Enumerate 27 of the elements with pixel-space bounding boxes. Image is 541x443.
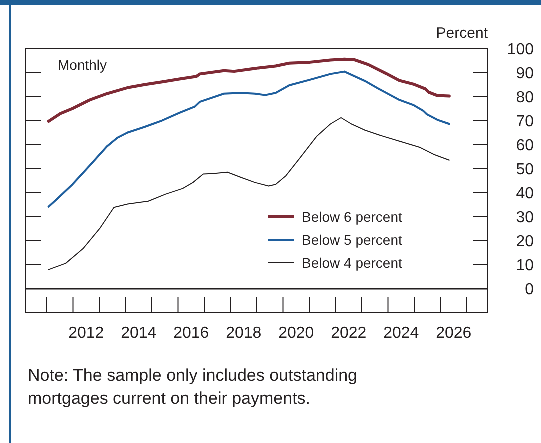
- x-tick-label: 2024: [384, 325, 420, 342]
- text: Note: The sample only includes outstanding mortgages current on their payments.: [28, 366, 358, 408]
- x-tick-label: 2026: [436, 325, 472, 342]
- x-tick-label: 2014: [121, 325, 157, 342]
- legend-label: Below 6 percent: [302, 208, 403, 225]
- y-tick-label: 100: [507, 42, 534, 59]
- y-tick-label: 40: [516, 186, 534, 203]
- x-tick-label: 2016: [174, 325, 210, 342]
- x-tick-label: 2012: [68, 325, 104, 342]
- y-tick-label: 30: [516, 210, 534, 227]
- x-tick-label: 2022: [331, 325, 367, 342]
- y-tick-label: 50: [516, 162, 534, 179]
- y-tick-label: 0: [525, 282, 534, 299]
- y-tick-label: 90: [516, 66, 534, 83]
- line-series: [48, 117, 450, 270]
- y-tick-label: 80: [516, 90, 534, 107]
- line-series: [47, 58, 451, 123]
- x-tick-label: 2020: [278, 325, 314, 342]
- x-tick-label: 2018: [226, 325, 262, 342]
- annotation: Monthly: [58, 57, 108, 73]
- y-tick-label: 70: [516, 114, 534, 131]
- legend-label: Below 5 percent: [302, 232, 403, 248]
- legend-label: Below 4 percent: [302, 254, 403, 271]
- y-tick-label: 60: [516, 138, 534, 155]
- y-axis-title: Percent: [436, 25, 489, 42]
- y-tick-label: 10: [516, 258, 534, 275]
- y-tick-label: 20: [516, 234, 534, 251]
